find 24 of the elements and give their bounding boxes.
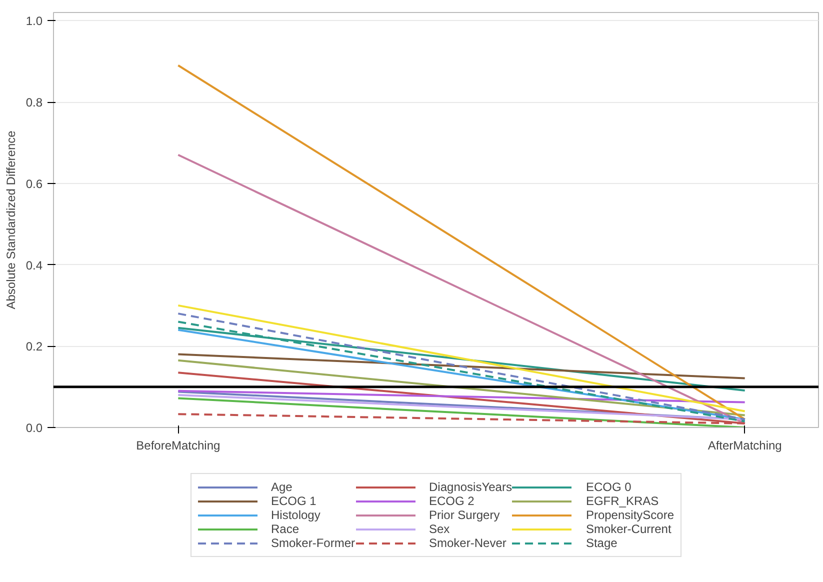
legend-label: Histology xyxy=(270,508,320,522)
legend-label: ECOG 2 xyxy=(429,494,474,508)
legend-label: ECOG 1 xyxy=(270,494,316,508)
legend-label: DiagnosisYears xyxy=(429,480,512,494)
y-tick-label: 0.8 xyxy=(26,96,43,110)
y-tick-label: 1.0 xyxy=(26,14,43,28)
legend-label: Age xyxy=(270,480,292,494)
legend-label: Stage xyxy=(586,536,618,550)
y-axis-title: Absolute Standardized Difference xyxy=(4,130,18,310)
y-tick-label: 0.0 xyxy=(26,421,43,435)
legend-label: PropensityScore xyxy=(586,508,674,522)
legend-label: Smoker-Never xyxy=(429,536,506,550)
legend-label: Smoker-Current xyxy=(586,522,672,536)
x-tick-label: AfterMatching xyxy=(708,438,782,452)
legend-label: Sex xyxy=(429,522,450,536)
legend-label: Race xyxy=(270,522,300,536)
y-tick-label: 0.6 xyxy=(26,176,43,191)
legend-label: Prior Surgery xyxy=(429,508,500,522)
y-tick-label: 0.2 xyxy=(26,340,43,354)
legend-label: EGFR_KRAS xyxy=(586,494,659,508)
legend-label: Smoker-Former xyxy=(270,536,356,550)
y-tick-label: 0.4 xyxy=(26,258,43,272)
x-tick-label: BeforeMatching xyxy=(136,438,220,452)
legend-label: ECOG 0 xyxy=(586,480,632,494)
